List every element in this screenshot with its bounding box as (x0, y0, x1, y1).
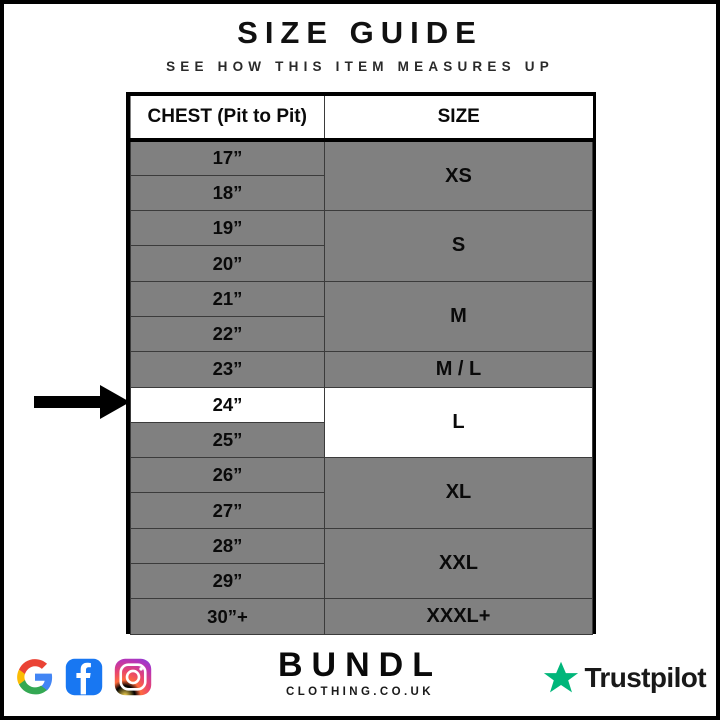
chest-cell: 28” (130, 527, 325, 565)
brand-name: BUNDL (278, 646, 442, 684)
chest-cell: 21” (130, 280, 325, 317)
table-header-row: CHEST (Pit to Pit) SIZE (130, 96, 593, 142)
brand-logo: BUNDL CLOTHING.CO.UK (4, 646, 716, 699)
size-cell: XXXL+ (324, 598, 593, 635)
google-icon[interactable] (16, 658, 54, 696)
header: SIZE GUIDE SEE HOW THIS ITEM MEASURES UP (4, 14, 716, 75)
size-cell: XL (324, 457, 593, 529)
size-cell: M (324, 280, 593, 353)
table-row: 30”+ XXXL+ (130, 598, 593, 635)
table-row: 20” (130, 245, 593, 282)
table-row: 28” XXL (130, 527, 593, 600)
table-row: 25” (130, 421, 593, 459)
right-arrow-icon (34, 385, 130, 419)
page-title: SIZE GUIDE (237, 15, 483, 50)
table-row: 26” XL (130, 457, 593, 529)
chest-cell: 27” (130, 492, 325, 529)
chest-cell: 25” (130, 421, 325, 459)
size-cell: S (324, 210, 593, 282)
instagram-icon[interactable] (114, 658, 152, 696)
table-row: 24” L (130, 386, 593, 459)
size-cell: L (324, 386, 593, 459)
chest-cell: 20” (130, 245, 325, 282)
size-table-container: CHEST (Pit to Pit) SIZE 17” XS 18” 19” S 20” 2… (126, 92, 596, 635)
chest-cell: 19” (130, 210, 325, 247)
size-cell: XXL (324, 527, 593, 600)
size-table-head: CHEST (Pit to Pit) SIZE (130, 96, 593, 142)
size-cell: XS (324, 139, 593, 212)
chest-cell: 30”+ (130, 598, 325, 635)
table-row: 23” M / L (130, 351, 593, 388)
chest-cell: 18” (130, 174, 325, 212)
page-subtitle: SEE HOW THIS ITEM MEASURES UP (166, 59, 554, 74)
trustpilot-wordmark: Trustpilot (584, 662, 706, 693)
size-table: CHEST (Pit to Pit) SIZE 17” XS 18” 19” S 20” 2… (130, 96, 593, 635)
size-cell: M / L (324, 351, 593, 388)
chest-cell: 22” (130, 315, 325, 353)
table-row: 21” M (130, 280, 593, 353)
trustpilot-star-icon (544, 661, 579, 693)
table-row: 27” (130, 492, 593, 529)
chest-cell: 26” (130, 457, 325, 494)
table-row: 19” S (130, 210, 593, 282)
chest-cell: 29” (130, 563, 325, 600)
table-row: 17” XS (130, 139, 593, 212)
facebook-icon[interactable] (65, 658, 103, 696)
column-header-chest: CHEST (Pit to Pit) (130, 96, 325, 142)
footer: BUNDL CLOTHING.CO.UK Trustpilot (4, 640, 716, 716)
size-table-body: 17” XS 18” 19” S 20” 21” M 22” 23” M / L 24” L 25” 26”… (130, 139, 593, 635)
chest-cell: 23” (130, 351, 325, 388)
table-row: 18” (130, 174, 593, 212)
chest-cell: 17” (130, 139, 325, 176)
brand-website: CLOTHING.CO.UK (286, 686, 434, 698)
social-links (16, 658, 152, 696)
table-row: 29” (130, 563, 593, 600)
column-header-size: SIZE (324, 96, 593, 142)
trustpilot-logo[interactable]: Trustpilot (543, 660, 707, 696)
chest-cell: 24” (130, 386, 325, 423)
